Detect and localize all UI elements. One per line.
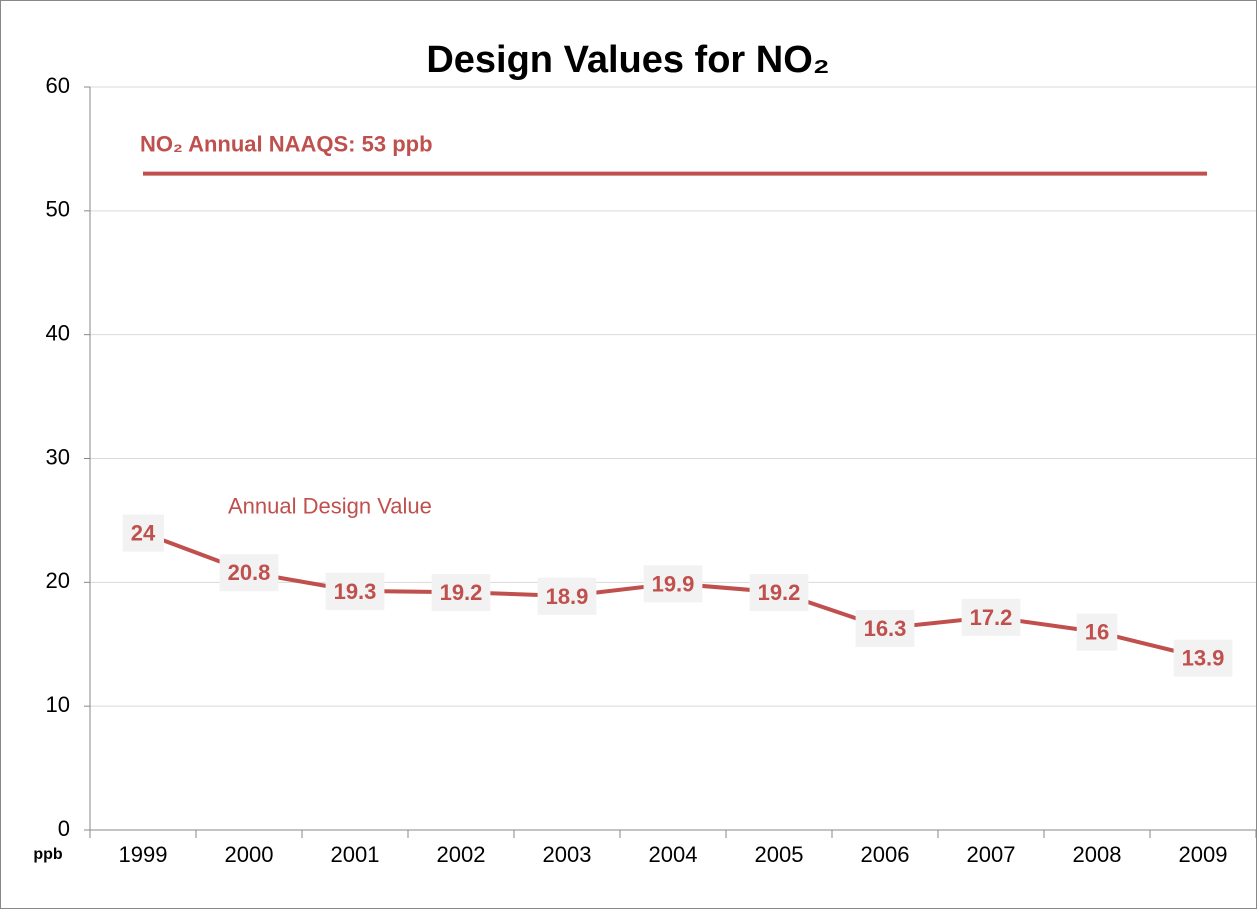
x-tick-label: 2006 — [861, 842, 910, 867]
data-label: 17.2 — [970, 605, 1013, 630]
data-label-box — [325, 572, 385, 610]
data-label-box — [219, 554, 279, 592]
y-tick-label: 60 — [46, 73, 70, 98]
data-label: 19.3 — [334, 579, 377, 604]
y-tick-label: 10 — [46, 692, 70, 717]
x-tick-label: 2001 — [331, 842, 380, 867]
y-tick-label: 30 — [46, 444, 70, 469]
data-label: 19.2 — [440, 580, 483, 605]
data-label: 16.3 — [864, 616, 907, 641]
x-tick-label: 2009 — [1179, 842, 1228, 867]
x-tick-label: 2004 — [649, 842, 698, 867]
data-label-box — [643, 565, 703, 603]
x-tick-label: 2005 — [755, 842, 804, 867]
x-tick-label: 2000 — [225, 842, 274, 867]
data-label-box — [122, 514, 164, 552]
y-tick-label: 50 — [46, 197, 70, 222]
data-label: 20.8 — [228, 560, 271, 585]
y-tick-label: 40 — [46, 320, 70, 345]
y-tick-label: 20 — [46, 568, 70, 593]
data-label-box — [431, 574, 491, 612]
standard-label: NO₂ Annual NAAQS: 53 ppb — [140, 131, 433, 156]
x-tick-label: 2007 — [967, 842, 1016, 867]
data-label-box — [1076, 613, 1118, 651]
y-axis-label: ppb — [33, 846, 63, 863]
x-tick-label: 2003 — [543, 842, 592, 867]
data-label: 18.9 — [546, 584, 589, 609]
data-label-box — [749, 574, 809, 612]
data-label-box — [1173, 639, 1233, 677]
x-tick-label: 2002 — [437, 842, 486, 867]
y-tick-label: 0 — [58, 816, 70, 841]
x-tick-label: 1999 — [119, 842, 168, 867]
data-label: 19.9 — [652, 571, 695, 596]
data-label-box — [537, 577, 597, 615]
data-label-box — [855, 609, 915, 647]
series-label: Annual Design Value — [228, 494, 432, 519]
x-tick-label: 2008 — [1073, 842, 1122, 867]
data-label-box — [961, 598, 1021, 636]
data-label: 19.2 — [758, 580, 801, 605]
chart-title: Design Values for NO₂ — [426, 39, 829, 81]
data-label: 24 — [131, 521, 156, 546]
data-label: 16 — [1085, 620, 1109, 645]
data-label: 13.9 — [1182, 646, 1225, 671]
